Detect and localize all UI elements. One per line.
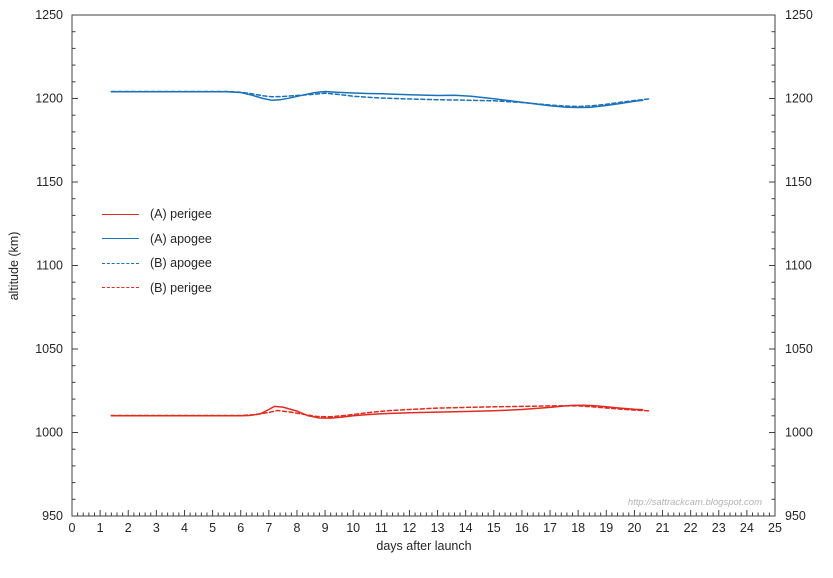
x-tick-label: 15 xyxy=(487,521,501,535)
legend-line-swatch xyxy=(102,238,139,240)
x-tick-label: 21 xyxy=(656,521,670,535)
legend-label: (A) apogee xyxy=(150,231,212,246)
x-tick-label: 6 xyxy=(237,521,244,535)
y-axis-title: altitude (km) xyxy=(7,232,21,301)
x-tick-label: 1 xyxy=(97,521,104,535)
y-tick-label-left: 950 xyxy=(42,509,63,523)
x-tick-label: 23 xyxy=(712,521,726,535)
data-series-lines xyxy=(110,90,650,419)
x-tick-label: 5 xyxy=(209,521,216,535)
legend-label: (B) perigee xyxy=(150,280,212,295)
legend-line-swatch xyxy=(102,262,139,264)
y-tick-label-right: 1000 xyxy=(785,426,813,440)
chart-legend: (A) perigee (A) apogee (B) apogee (B) pe… xyxy=(102,202,212,300)
y-tick-label-left: 1100 xyxy=(36,259,63,273)
legend-label: (A) perigee xyxy=(150,207,212,221)
x-tick-label: 16 xyxy=(515,521,529,535)
legend-line-swatch xyxy=(102,287,139,289)
x-tick-label: 24 xyxy=(740,521,754,535)
x-tick-label: 8 xyxy=(293,521,300,535)
y-tick-label-left: 1200 xyxy=(35,92,63,106)
series-line xyxy=(110,90,644,109)
y-tick-label-left: 1250 xyxy=(35,8,63,22)
y-tick-label-right: 1050 xyxy=(785,342,813,356)
x-tick-label: 17 xyxy=(543,521,557,535)
y-tick-label-right: 950 xyxy=(785,509,806,523)
x-tick-label: 25 xyxy=(768,521,782,535)
legend-item: (B) apogee xyxy=(102,251,212,276)
y-tick-label-left: 1150 xyxy=(36,175,63,189)
legend-line-swatch xyxy=(102,213,139,215)
x-tick-label: 2 xyxy=(125,521,132,535)
y-tick-label-right: 1200 xyxy=(785,92,813,106)
x-tick-label: 10 xyxy=(346,521,360,535)
x-tick-label: 7 xyxy=(265,521,272,535)
x-tick-label: 0 xyxy=(69,521,76,535)
legend-label: (B) apogee xyxy=(150,256,212,270)
watermark-url: http://sattrackcam.blogspot.com xyxy=(628,497,762,508)
legend-item: (A) perigee xyxy=(102,202,212,227)
series-line xyxy=(110,405,650,418)
series-line xyxy=(110,90,650,108)
x-tick-label: 22 xyxy=(684,521,698,535)
y-tick-label-right: 1100 xyxy=(785,259,812,273)
y-tick-label-left: 1050 xyxy=(35,342,63,356)
x-tick-label: 20 xyxy=(627,521,641,535)
legend-item: (B) perigee xyxy=(102,276,212,301)
x-tick-label: 4 xyxy=(181,521,188,535)
legend-item: (A) apogee xyxy=(102,227,212,252)
x-tick-label: 11 xyxy=(375,521,388,535)
x-axis-title: days after launch xyxy=(376,539,471,553)
axis-tick-labels: 0 1 2 3 4 5 6 7 8 9 10 11 12 13 14 15 16 17 18 19 20 21 22 23 24… xyxy=(35,8,813,535)
y-tick-label-right: 1250 xyxy=(785,8,813,22)
x-tick-label: 18 xyxy=(571,521,585,535)
x-tick-label: 12 xyxy=(402,521,416,535)
x-tick-label: 3 xyxy=(153,521,160,535)
x-tick-label: 13 xyxy=(431,521,445,535)
x-tick-label: 19 xyxy=(599,521,613,535)
x-tick-label: 9 xyxy=(322,521,329,535)
axis-ticks xyxy=(71,14,776,517)
x-tick-label: 14 xyxy=(459,521,473,535)
y-tick-label-left: 1000 xyxy=(35,426,63,440)
y-tick-label-right: 1150 xyxy=(785,175,812,189)
